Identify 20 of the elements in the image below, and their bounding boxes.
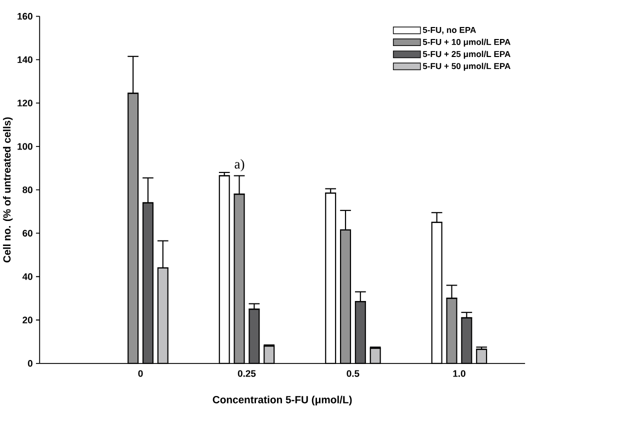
y-tick-label: 140 xyxy=(18,56,32,63)
x-tick-label: 0.25 xyxy=(238,370,256,377)
legend-label: 5-FU + 10 μmol/L EPA xyxy=(422,38,510,47)
legend-label: 5-FU + 50 μmol/L EPA xyxy=(422,62,510,71)
y-tick-label: 160 xyxy=(18,12,32,20)
x-tick-label: 0.5 xyxy=(346,370,360,377)
y-tick-label: 100 xyxy=(18,142,32,150)
y-tick-label: 20 xyxy=(22,316,32,324)
y-tick-label: 60 xyxy=(22,230,32,236)
y-tick-label: 80 xyxy=(22,186,32,194)
annotation: a) xyxy=(234,159,244,172)
y-tick-label: 40 xyxy=(22,273,32,280)
legend-label: 5-FU + 25 μmol/L EPA xyxy=(422,50,510,59)
x-tick-label: 0 xyxy=(138,370,143,377)
x-axis-title: Concentration 5-FU (μmol/L) xyxy=(212,396,352,406)
x-tick-label: 1.0 xyxy=(453,370,466,377)
legend-label: 5-FU, no EPA xyxy=(422,26,476,34)
y-tick-label: 0 xyxy=(28,360,32,367)
y-axis-title: Cell no. (% of untreated cells) xyxy=(3,117,13,262)
y-tick-label: 120 xyxy=(18,100,32,106)
